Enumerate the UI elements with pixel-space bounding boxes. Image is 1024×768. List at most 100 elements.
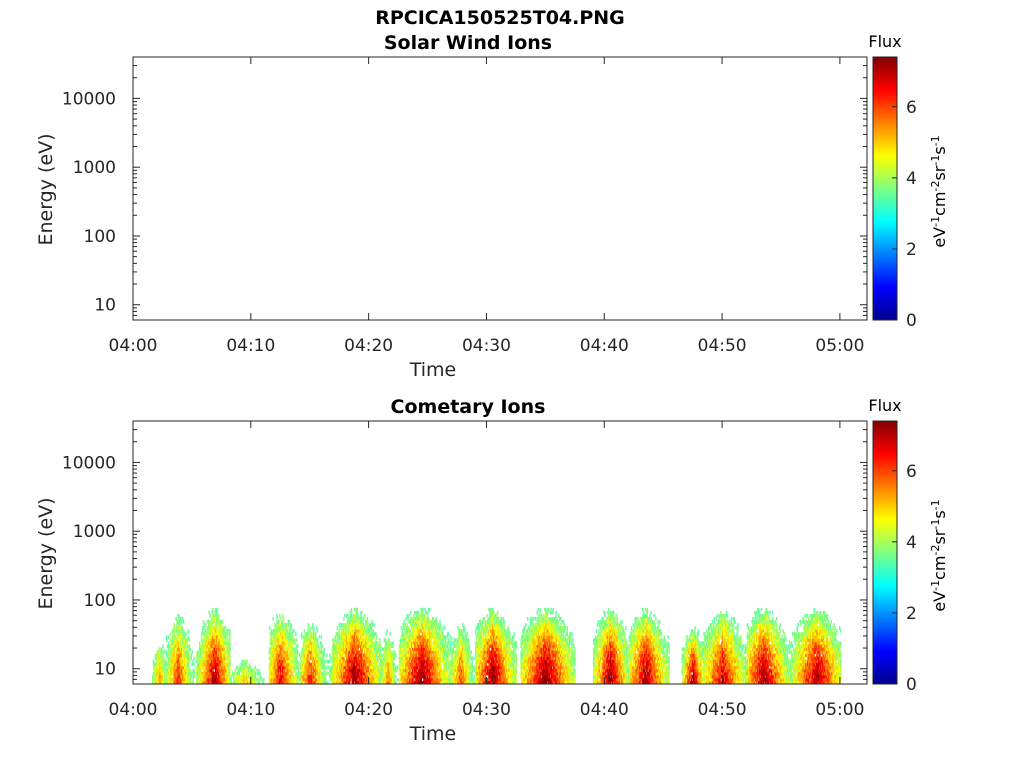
heatmap-cell	[392, 677, 394, 682]
heatmap-cell	[459, 647, 461, 651]
heatmap-cell	[389, 680, 391, 684]
heatmap-cell	[411, 668, 414, 673]
heatmap-cell	[285, 623, 288, 627]
heatmap-cell	[184, 641, 187, 645]
heatmap-cell	[182, 644, 184, 648]
heatmap-cell	[329, 659, 331, 664]
heatmap-cell	[362, 659, 364, 664]
heatmap-cell	[428, 623, 430, 627]
heatmap-cell	[417, 671, 420, 676]
heatmap-cell	[320, 659, 323, 664]
heatmap-cell	[339, 668, 341, 673]
heatmap-cell	[439, 623, 441, 627]
heatmap-cell	[416, 623, 419, 627]
heatmap-cell	[203, 659, 206, 664]
heatmap-cell	[361, 662, 363, 667]
heatmap-cell	[441, 659, 443, 664]
heatmap-cell	[222, 647, 225, 651]
heatmap-cell	[222, 626, 225, 630]
heatmap-cell	[166, 677, 169, 682]
heatmap-cell	[422, 668, 424, 673]
heatmap-cell	[250, 674, 253, 679]
heatmap-cell	[429, 677, 432, 682]
heatmap-cell	[432, 656, 435, 661]
heatmap-cell	[313, 638, 315, 642]
heatmap-cell	[380, 677, 383, 682]
heatmap-cell	[156, 656, 159, 661]
heatmap-cell	[198, 665, 201, 670]
heatmap-cell	[412, 613, 415, 618]
heatmap-cell	[446, 671, 449, 676]
heatmap-cell	[214, 659, 216, 664]
heatmap-cell	[428, 659, 430, 664]
heatmap-cell	[337, 650, 340, 655]
heatmap-cell	[367, 659, 370, 664]
heatmap-cell	[349, 671, 352, 676]
heatmap-cell	[225, 671, 227, 676]
heatmap-cell	[383, 659, 386, 664]
heatmap-cell	[416, 632, 419, 636]
heatmap-cell	[363, 626, 366, 630]
heatmap-cell	[349, 638, 352, 642]
heatmap-cell	[177, 623, 179, 627]
heatmap-cell	[369, 656, 372, 661]
heatmap-cell	[377, 641, 379, 645]
heatmap-cell	[332, 674, 335, 679]
heatmap-cell	[364, 623, 367, 627]
heatmap-cell	[435, 641, 438, 645]
heatmap-cell	[362, 668, 365, 673]
heatmap-cell	[174, 671, 176, 676]
heatmap-cell	[284, 665, 287, 670]
heatmap-cell	[384, 680, 387, 684]
heatmap-cell	[422, 674, 424, 679]
heatmap-cell	[401, 641, 404, 645]
heatmap-cell	[310, 665, 312, 670]
heatmap-cell	[431, 617, 434, 621]
heatmap-cell	[159, 680, 161, 684]
heatmap-cell	[458, 671, 460, 676]
heatmap-cell	[412, 677, 415, 682]
heatmap-cell	[388, 647, 390, 651]
heatmap-cell	[422, 641, 424, 645]
heatmap-cell	[434, 629, 437, 633]
heatmap-cell	[421, 620, 423, 624]
heatmap-cell	[388, 662, 390, 667]
heatmap-cell	[342, 635, 344, 639]
heatmap-cell	[421, 626, 423, 630]
heatmap-cell	[346, 650, 348, 655]
heatmap-cell	[157, 656, 160, 661]
heatmap-cell	[199, 659, 202, 664]
heatmap-cell	[403, 644, 406, 648]
heatmap-cell	[163, 656, 165, 661]
heatmap-cell	[436, 635, 438, 639]
heatmap-cell	[469, 668, 471, 673]
heatmap-cell	[282, 665, 285, 670]
heatmap-cell	[381, 677, 384, 682]
heatmap-cell	[213, 650, 215, 655]
heatmap-cell	[209, 656, 211, 661]
heatmap-cell	[174, 629, 176, 633]
heatmap-cell	[444, 674, 446, 679]
heatmap-cell	[170, 680, 173, 684]
heatmap-cell	[182, 650, 184, 655]
heatmap-cell	[362, 620, 364, 624]
heatmap-cell	[277, 665, 279, 670]
heatmap-cell	[285, 650, 288, 655]
heatmap-cell	[406, 674, 408, 679]
heatmap-cell	[461, 623, 464, 627]
heatmap-cell	[301, 677, 304, 682]
heatmap-cell	[154, 671, 157, 676]
heatmap-cell	[178, 680, 180, 684]
heatmap-cell	[165, 662, 167, 667]
heatmap-cell	[313, 647, 315, 651]
heatmap-cell	[188, 659, 191, 664]
heatmap-cell	[282, 623, 285, 627]
heatmap-cell	[300, 632, 303, 636]
heatmap-cell	[482, 635, 485, 639]
heatmap-cell	[457, 677, 459, 682]
heatmap-cell	[362, 668, 364, 673]
heatmap-cell	[379, 677, 381, 682]
heatmap-cell	[277, 668, 279, 673]
heatmap-cell	[427, 680, 429, 684]
heatmap-cell	[277, 629, 279, 633]
